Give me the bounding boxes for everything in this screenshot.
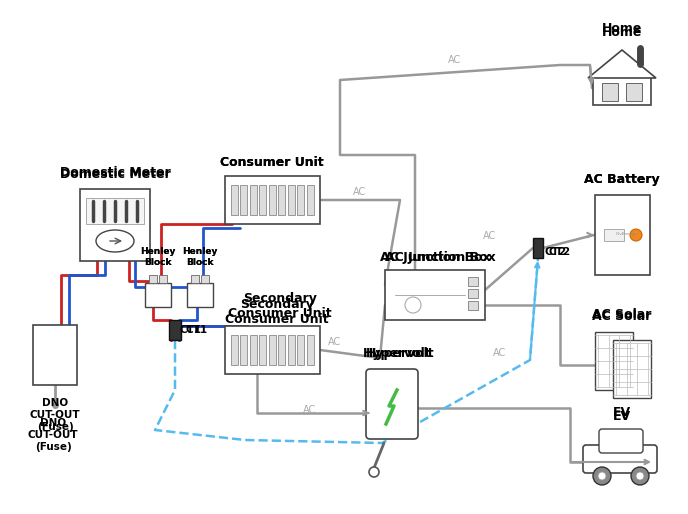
Text: DNO
CUT-OUT
(Fuse): DNO CUT-OUT (Fuse) bbox=[30, 398, 80, 432]
Circle shape bbox=[405, 297, 421, 313]
FancyBboxPatch shape bbox=[468, 301, 478, 309]
FancyBboxPatch shape bbox=[306, 185, 314, 215]
Text: AC Junction Box: AC Junction Box bbox=[385, 250, 495, 264]
FancyBboxPatch shape bbox=[268, 335, 275, 365]
FancyBboxPatch shape bbox=[169, 320, 181, 340]
FancyBboxPatch shape bbox=[230, 185, 237, 215]
FancyBboxPatch shape bbox=[599, 429, 643, 453]
Text: AC: AC bbox=[303, 405, 316, 415]
Text: AC Battery: AC Battery bbox=[584, 174, 660, 187]
FancyBboxPatch shape bbox=[306, 335, 314, 365]
FancyBboxPatch shape bbox=[613, 340, 651, 398]
Circle shape bbox=[369, 467, 379, 477]
FancyBboxPatch shape bbox=[33, 325, 77, 385]
Text: CT1: CT1 bbox=[186, 325, 208, 335]
FancyBboxPatch shape bbox=[602, 83, 618, 101]
Text: AC Solar: AC Solar bbox=[592, 308, 652, 321]
Text: Henley
Block: Henley Block bbox=[182, 247, 217, 267]
Text: AC Solar: AC Solar bbox=[592, 310, 652, 323]
FancyBboxPatch shape bbox=[259, 185, 266, 215]
Text: Domestic Meter: Domestic Meter bbox=[60, 167, 171, 179]
Ellipse shape bbox=[96, 230, 134, 252]
FancyBboxPatch shape bbox=[159, 275, 167, 283]
Text: Henley
Block: Henley Block bbox=[140, 247, 175, 267]
Text: AC: AC bbox=[449, 55, 462, 65]
FancyBboxPatch shape bbox=[80, 189, 150, 261]
FancyBboxPatch shape bbox=[201, 275, 209, 283]
FancyBboxPatch shape bbox=[366, 369, 418, 439]
Text: CT2: CT2 bbox=[545, 247, 567, 257]
FancyBboxPatch shape bbox=[191, 275, 199, 283]
FancyBboxPatch shape bbox=[86, 198, 144, 224]
FancyBboxPatch shape bbox=[240, 185, 247, 215]
FancyBboxPatch shape bbox=[268, 185, 275, 215]
Text: AC Junction Box: AC Junction Box bbox=[380, 250, 491, 264]
Text: CT1: CT1 bbox=[180, 325, 202, 335]
FancyBboxPatch shape bbox=[626, 83, 642, 101]
Text: EV: EV bbox=[613, 406, 631, 418]
Text: AC: AC bbox=[354, 187, 367, 197]
FancyBboxPatch shape bbox=[149, 275, 157, 283]
FancyBboxPatch shape bbox=[593, 75, 651, 105]
Circle shape bbox=[631, 467, 649, 485]
FancyBboxPatch shape bbox=[224, 176, 319, 224]
Text: Secondary
Consumer Unit: Secondary Consumer Unit bbox=[225, 298, 329, 326]
FancyBboxPatch shape bbox=[595, 332, 633, 390]
FancyBboxPatch shape bbox=[533, 238, 543, 258]
FancyBboxPatch shape bbox=[187, 283, 213, 307]
Text: GivEnergy: GivEnergy bbox=[615, 232, 636, 236]
FancyBboxPatch shape bbox=[288, 335, 294, 365]
Text: Home: Home bbox=[602, 22, 642, 34]
FancyBboxPatch shape bbox=[468, 277, 478, 285]
FancyBboxPatch shape bbox=[259, 335, 266, 365]
FancyBboxPatch shape bbox=[278, 335, 285, 365]
Text: Home: Home bbox=[602, 26, 642, 39]
FancyBboxPatch shape bbox=[594, 195, 649, 275]
FancyBboxPatch shape bbox=[385, 270, 485, 320]
Text: Domestic Meter: Domestic Meter bbox=[60, 169, 171, 181]
Text: AC: AC bbox=[484, 231, 497, 241]
Text: Henley
Block: Henley Block bbox=[140, 247, 175, 267]
Circle shape bbox=[593, 467, 611, 485]
FancyBboxPatch shape bbox=[288, 185, 294, 215]
Text: EV: EV bbox=[613, 410, 631, 423]
Polygon shape bbox=[588, 50, 656, 78]
Text: AC: AC bbox=[493, 348, 506, 358]
FancyBboxPatch shape bbox=[583, 445, 657, 473]
FancyBboxPatch shape bbox=[240, 335, 247, 365]
Text: CT2: CT2 bbox=[549, 247, 571, 257]
Text: Secondary
Consumer Unit: Secondary Consumer Unit bbox=[228, 292, 332, 320]
FancyBboxPatch shape bbox=[145, 283, 171, 307]
Text: Consumer Unit: Consumer Unit bbox=[220, 156, 324, 169]
Text: DNO
CUT-OUT
(Fuse): DNO CUT-OUT (Fuse) bbox=[28, 418, 78, 452]
FancyBboxPatch shape bbox=[250, 335, 257, 365]
FancyBboxPatch shape bbox=[297, 185, 304, 215]
FancyBboxPatch shape bbox=[297, 335, 304, 365]
Circle shape bbox=[630, 229, 642, 241]
FancyBboxPatch shape bbox=[224, 326, 319, 374]
FancyBboxPatch shape bbox=[250, 185, 257, 215]
Text: AC Battery: AC Battery bbox=[584, 174, 660, 187]
FancyBboxPatch shape bbox=[468, 288, 478, 298]
Circle shape bbox=[598, 472, 606, 480]
FancyBboxPatch shape bbox=[278, 185, 285, 215]
Text: Henley
Block: Henley Block bbox=[182, 247, 217, 267]
FancyBboxPatch shape bbox=[604, 229, 624, 241]
Text: Hypervolt: Hypervolt bbox=[363, 346, 431, 359]
Text: AC: AC bbox=[328, 337, 342, 347]
Circle shape bbox=[636, 472, 644, 480]
Text: Consumer Unit: Consumer Unit bbox=[220, 156, 324, 169]
FancyBboxPatch shape bbox=[230, 335, 237, 365]
Text: Hypervolt: Hypervolt bbox=[366, 346, 434, 359]
